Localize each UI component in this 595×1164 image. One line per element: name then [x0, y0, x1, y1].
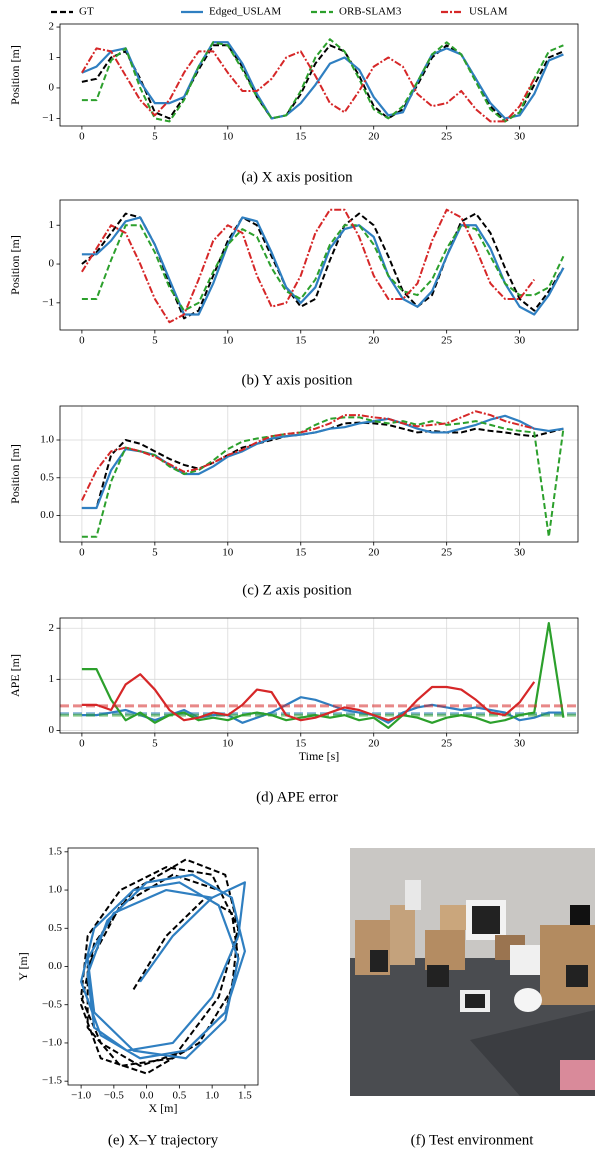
legend-label: ORB-SLAM3	[339, 6, 402, 18]
legend-label: USLAM	[469, 6, 508, 18]
plot-frame	[59, 617, 579, 734]
legend-label: Edged_USLAM	[209, 6, 281, 18]
x-tick-label: 25	[441, 131, 453, 143]
caption: (f) Test environment	[411, 1132, 535, 1148]
series-line	[81, 208, 536, 324]
y-tick-label: 1.0	[40, 434, 54, 446]
x-tick-label: 30	[514, 738, 526, 750]
plot-lines	[80, 410, 565, 538]
plot-lines	[81, 38, 564, 123]
plot-frame	[59, 405, 579, 543]
y-tick-label: −0.5	[42, 998, 62, 1010]
y-tick-label: −1.0	[42, 1036, 62, 1048]
x-tick-label: 15	[295, 738, 307, 750]
y-tick-label: 0.5	[48, 922, 62, 934]
x-tick-label: 5	[152, 738, 158, 750]
series-line	[81, 47, 536, 123]
y-tick-label: 1	[49, 219, 55, 231]
x-tick-label: 5	[152, 335, 158, 347]
test-environment-photo	[350, 848, 595, 1096]
y-tick-label: 0.5	[40, 471, 54, 483]
x-tick-label: −1.0	[71, 1090, 91, 1102]
x-tick-label: 25	[441, 738, 453, 750]
y-axis-label: APE [m]	[8, 654, 22, 697]
y-tick-label: 1	[49, 51, 55, 63]
series-line	[81, 41, 564, 120]
x-axis-label: X [m]	[149, 1101, 178, 1115]
series-line	[81, 224, 565, 312]
series-line	[81, 416, 565, 538]
caption: (d) APE error	[256, 789, 338, 805]
x-tick-label: 20	[368, 335, 380, 347]
caption: (a) X axis position	[241, 169, 353, 185]
caption: (e) X–Y trajectory	[108, 1132, 219, 1148]
x-tick-label: 0.0	[140, 1090, 154, 1102]
y-tick-label: 0.0	[40, 509, 54, 521]
series-line	[81, 673, 536, 722]
x-tick-label: 30	[514, 131, 526, 143]
y-tick-label: 2	[49, 622, 55, 634]
x-tick-label: 0	[79, 131, 85, 143]
series-line	[81, 421, 564, 509]
x-tick-label: 5	[152, 131, 158, 143]
x-tick-label: 0	[79, 738, 85, 750]
x-tick-label: 0.5	[173, 1090, 187, 1102]
y-tick-label: 0	[49, 258, 55, 270]
x-tick-label: 1.0	[205, 1090, 219, 1102]
series-line	[81, 216, 565, 316]
y-tick-label: 2	[49, 21, 55, 33]
series-line	[80, 873, 246, 1060]
series-line	[81, 696, 564, 724]
plot-lines	[60, 622, 578, 729]
x-tick-label: 15	[295, 335, 307, 347]
y-tick-label: −1	[42, 296, 54, 308]
y-axis-label: Y [m]	[16, 952, 30, 981]
x-axis-label: Time [s]	[299, 749, 340, 763]
x-tick-label: 20	[368, 547, 380, 559]
caption: (c) Z axis position	[242, 582, 352, 598]
y-tick-label: 1.0	[48, 884, 62, 896]
x-tick-label: 25	[441, 547, 453, 559]
x-tick-label: 0	[79, 335, 85, 347]
x-tick-label: 0	[79, 547, 85, 559]
plot-lines	[81, 208, 565, 324]
x-tick-label: 30	[514, 335, 526, 347]
y-tick-label: 0	[49, 724, 55, 736]
y-axis-label: Position [m]	[8, 45, 22, 105]
plot-frame	[59, 23, 579, 127]
series-line	[81, 622, 565, 729]
y-tick-label: 0	[49, 81, 55, 93]
y-tick-label: 1	[49, 673, 55, 685]
x-tick-label: −0.5	[104, 1090, 124, 1102]
x-tick-label: 5	[152, 547, 158, 559]
series-line	[80, 410, 535, 501]
series-line	[81, 38, 564, 123]
y-tick-label: −1.5	[42, 1075, 62, 1087]
series-line	[80, 858, 240, 1075]
y-tick-label: −1	[42, 112, 54, 124]
x-tick-label: 10	[222, 738, 234, 750]
plot-frame	[59, 199, 579, 331]
x-tick-label: 10	[222, 547, 234, 559]
x-tick-label: 20	[368, 131, 380, 143]
x-tick-label: 10	[222, 131, 234, 143]
series-line	[81, 212, 565, 320]
x-tick-label: 10	[222, 335, 234, 347]
y-tick-label: 1.5	[48, 845, 62, 857]
x-tick-label: 15	[295, 131, 307, 143]
x-tick-label: 20	[368, 738, 380, 750]
plot-lines	[80, 858, 246, 1075]
y-axis-label: Position [m]	[8, 235, 22, 295]
x-tick-label: 1.5	[238, 1090, 252, 1102]
caption: (b) Y axis position	[242, 372, 353, 388]
plot-frame	[67, 847, 259, 1086]
y-axis-label: Position [m]	[8, 444, 22, 504]
x-tick-label: 30	[514, 547, 526, 559]
x-tick-label: 15	[295, 547, 307, 559]
x-tick-label: 25	[441, 335, 453, 347]
y-tick-label: 0.0	[48, 960, 62, 972]
series-line	[81, 414, 564, 510]
legend-label: GT	[79, 6, 94, 18]
